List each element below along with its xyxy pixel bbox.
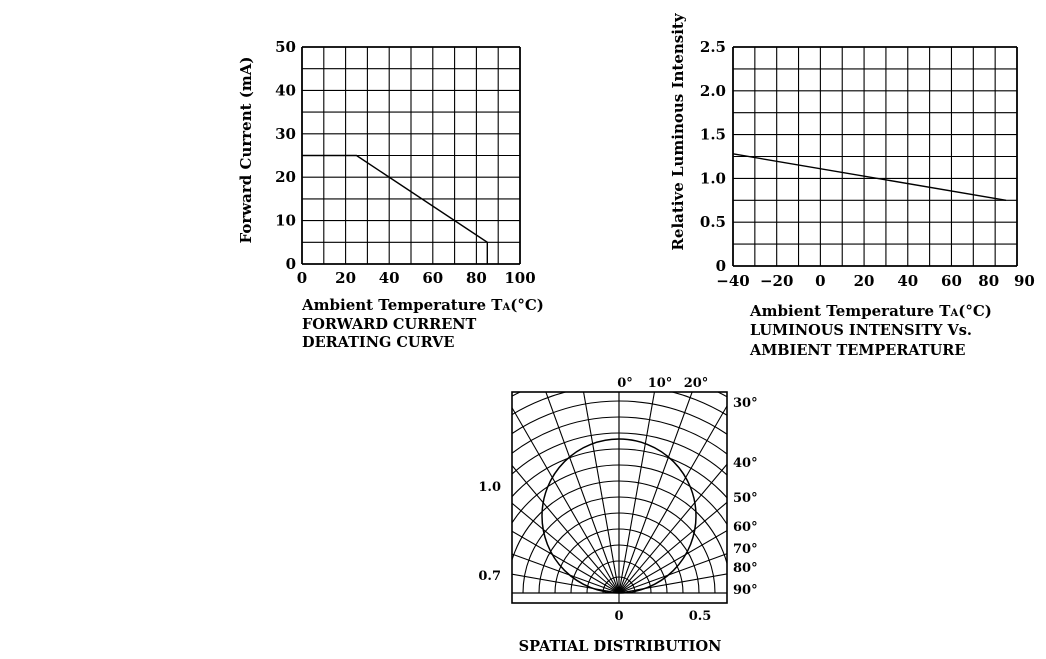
derating-tick-labels: 0 20 40 60 80 100 0 10 20 30 40 50 — [275, 38, 536, 287]
derating-ylabel: Forward Current (mA) — [237, 57, 255, 244]
spatial-angle-label: 10° — [648, 376, 673, 391]
spatial-angle-label: 40° — [733, 456, 758, 471]
spatial-angle-ray — [512, 530, 620, 594]
derating-xtick: 80 — [466, 269, 487, 287]
luminous-xtick: 80 — [978, 272, 999, 290]
luminous-ytick: 1.5 — [700, 126, 726, 144]
spatial-angle-ray — [618, 404, 727, 594]
derating-series — [302, 154, 488, 264]
spatial-angle-label: 90° — [733, 583, 758, 598]
derating-xtick: 20 — [335, 269, 356, 287]
derating-ytick: 0 — [286, 255, 296, 273]
spatial-angle-ray — [618, 392, 656, 594]
luminous-xtick: −40 — [716, 272, 749, 290]
luminous-xtick: 20 — [854, 272, 875, 290]
luminous-ytick: 0 — [716, 257, 726, 275]
spatial-angle-label: 70° — [733, 542, 758, 557]
derating-xtick: 0 — [297, 269, 307, 287]
luminous-ylabel: Relative Luminous Intensity — [669, 12, 687, 250]
luminous-xtick: −20 — [760, 272, 793, 290]
derating-ytick: 30 — [275, 125, 296, 143]
luminous-tick-labels: −40 −20 0 20 40 60 80 90 0 0.5 1.0 1.5 2.0 2.5 — [700, 38, 1035, 290]
derating-grid — [301, 46, 521, 265]
spatial-angle-ray — [512, 553, 620, 594]
luminous-chart: −40 −20 0 20 40 60 80 90 0 0.5 1.0 1.5 2.0 2.5 Relati… — [669, 12, 1035, 359]
luminous-xtick: 60 — [941, 272, 962, 290]
spatial-frame — [511, 391, 728, 604]
derating-caption-line2: DERATING CURVE — [302, 334, 454, 351]
luminous-grid — [732, 46, 1018, 267]
spatial-angle-ray — [512, 406, 620, 594]
spatial-chart: 0° 10° 20°30°40°50°60°70°80°90°1.00.70 0.5 … — [478, 376, 757, 655]
spatial-angle-label: 30° — [733, 396, 758, 411]
luminous-xtick: 0 — [815, 272, 825, 290]
luminous-ytick: 1.0 — [700, 169, 726, 187]
spatial-caption: SPATIAL DISTRIBUTION — [519, 638, 722, 655]
luminous-series — [732, 153, 1007, 201]
luminous-ytick: 0.5 — [700, 213, 726, 231]
spatial-radial-label: 0.7 — [478, 569, 501, 584]
spatial-angle-ray — [545, 392, 620, 594]
spatial-angle-label: 0° — [617, 376, 633, 391]
luminous-caption-line2: AMBIENT TEMPERATURE — [749, 342, 965, 359]
derating-xtick: 100 — [504, 269, 535, 287]
spatial-angle-ray — [618, 530, 727, 594]
luminous-xtick: 40 — [897, 272, 918, 290]
spatial-angle-ray — [512, 464, 620, 594]
luminous-xlabel: Ambient Temperature TA(°C) — [749, 302, 992, 320]
derating-ytick: 10 — [275, 212, 296, 230]
spatial-x-label: 0 — [614, 609, 623, 624]
spatial-x-label: 0.5 — [689, 609, 712, 624]
spatial-angle-rays — [512, 392, 727, 594]
luminous-caption-line1: LUMINOUS INTENSITY Vs. — [750, 322, 972, 339]
derating-caption-line1: FORWARD CURRENT — [302, 316, 477, 333]
derating-xtick: 60 — [422, 269, 443, 287]
spatial-angle-ray — [618, 501, 727, 594]
derating-curve — [302, 154, 488, 264]
spatial-angle-ray — [582, 392, 620, 594]
derating-ytick: 50 — [275, 38, 296, 56]
spatial-labels: 0° 10° 20° 30° 40° 50° 60° 70° 80° 90° 1.0 0.7 0 0.5 — [478, 376, 757, 624]
spatial-angle-label: 50° — [733, 491, 758, 506]
luminous-ytick: 2.0 — [700, 82, 726, 100]
luminous-xtick: 90 — [1014, 272, 1035, 290]
spatial-angle-ray — [512, 573, 620, 594]
derating-ytick: 40 — [275, 81, 296, 99]
derating-ytick: 20 — [275, 168, 296, 186]
spatial-angle-label: 20° — [684, 376, 709, 391]
spatial-radial-label: 1.0 — [478, 480, 501, 495]
derating-xlabel: Ambient Temperature TA(°C) — [301, 296, 544, 314]
derating-xtick: 40 — [379, 269, 400, 287]
luminous-ytick: 2.5 — [700, 38, 726, 56]
derating-chart: 0 20 40 60 80 100 0 10 20 30 40 50 Forward Current … — [237, 38, 544, 351]
spatial-angle-ray — [618, 392, 693, 594]
spatial-angle-ray — [618, 573, 727, 594]
luminous-curve — [732, 153, 1007, 201]
spatial-angle-label: 60° — [733, 520, 758, 535]
spatial-angle-ray — [618, 463, 727, 594]
spatial-angle-ray — [512, 502, 620, 594]
spatial-angle-ray — [618, 553, 727, 594]
spatial-angle-label: 80° — [733, 561, 758, 576]
